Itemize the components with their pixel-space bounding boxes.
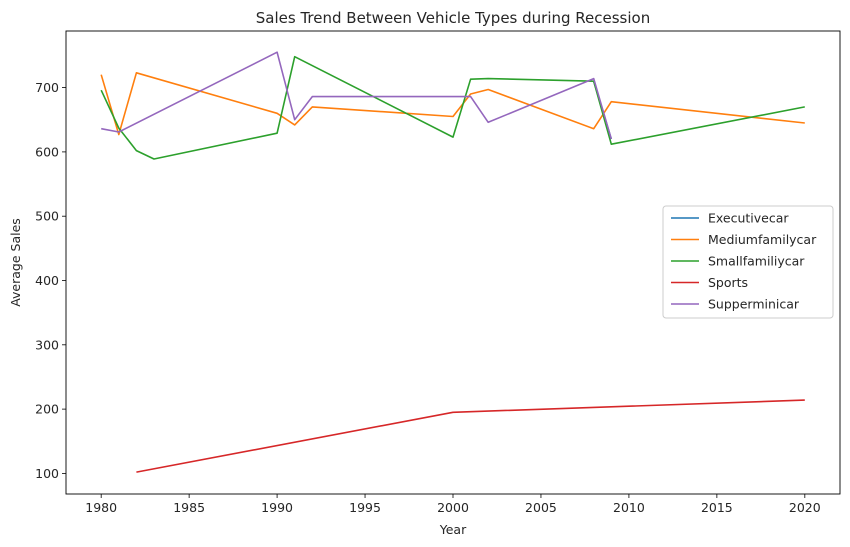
series-line-mediumfamilycar: [100, 72, 805, 136]
x-tick-label: 1980: [85, 500, 117, 515]
legend: Executivecar Mediumfamilycar Smallfamiliyc…: [662, 205, 834, 319]
x-tick-label: 2020: [789, 500, 821, 515]
series-line-supperminicar: [101, 51, 613, 140]
x-tick-label: 1995: [349, 500, 381, 515]
series-line-sports: [136, 399, 805, 473]
x-tick-label: 2000: [437, 500, 469, 515]
x-tick-label: 2010: [613, 500, 645, 515]
x-tick-label: 2015: [701, 500, 733, 515]
y-axis-title: Average Sales: [8, 218, 23, 307]
legend-label-supperminicar: Supperminicar: [708, 297, 800, 312]
legend-label-smallfamiliycar: Smallfamiliycar: [708, 254, 805, 269]
plot-lines: [100, 51, 805, 473]
legend-label-executivecar: Executivecar: [708, 211, 789, 226]
y-tick-label: 500: [35, 209, 59, 224]
legend-label-mediumfamilycar: Mediumfamilycar: [708, 232, 817, 247]
y-tick-label: 200: [35, 402, 59, 417]
x-tick-label: 1985: [173, 500, 205, 515]
x-tick-label: 2005: [525, 500, 557, 515]
x-axis-title: Year: [439, 522, 467, 537]
chart-title: Sales Trend Between Vehicle Types during…: [256, 9, 650, 27]
y-tick-label: 300: [35, 337, 59, 352]
legend-box: [662, 205, 834, 319]
legend-label-sports: Sports: [708, 275, 748, 290]
y-tick-label: 100: [35, 466, 59, 481]
y-tick-label: 400: [35, 273, 59, 288]
x-axis: 1980 1985 1990 1995 2000 2005 2010 2015 2020: [85, 494, 821, 515]
y-tick-label: 700: [35, 80, 59, 95]
y-tick-label: 600: [35, 144, 59, 159]
y-axis: 100 200 300 400 500 600 700: [35, 80, 66, 481]
x-tick-label: 1990: [261, 500, 293, 515]
